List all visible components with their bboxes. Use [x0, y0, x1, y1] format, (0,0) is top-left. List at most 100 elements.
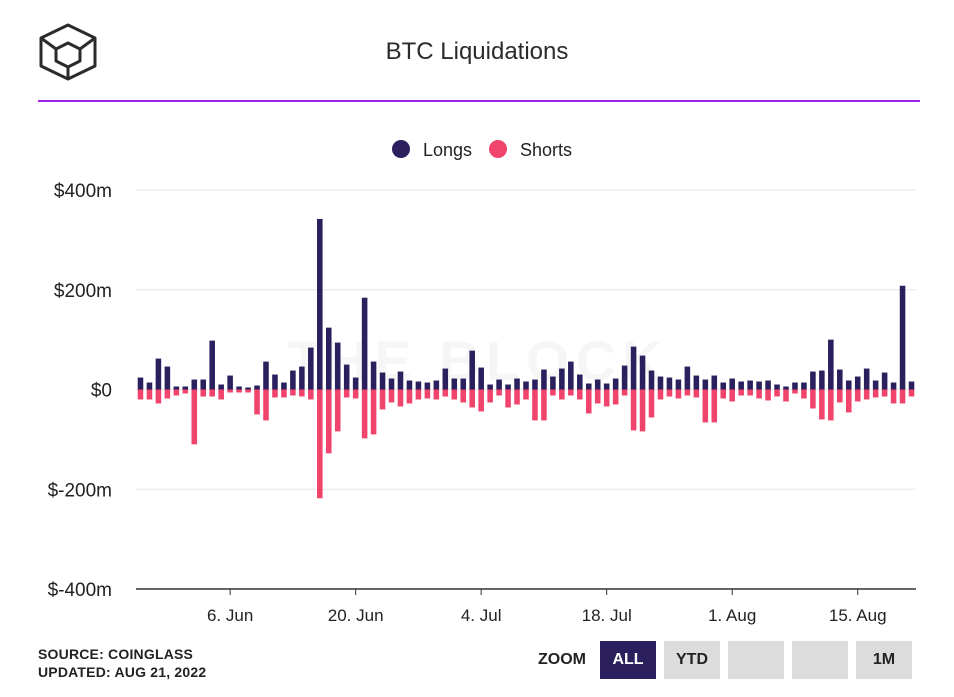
y-tick-label: $-200m [48, 480, 112, 501]
shorts-bar [783, 389, 789, 402]
longs-bar [245, 387, 251, 390]
zoom-blank-button-2[interactable] [792, 641, 848, 679]
y-tick-label: $-400m [48, 580, 112, 601]
shorts-bar [514, 389, 520, 405]
shorts-bar [541, 389, 547, 421]
zoom-blank-button-1[interactable] [728, 641, 784, 679]
longs-bar [774, 384, 780, 390]
shorts-bar [899, 389, 906, 404]
x-tick-label: 4. Jul [461, 606, 502, 625]
shorts-bar [621, 389, 628, 396]
longs-bar [352, 377, 359, 390]
longs-bar [872, 380, 879, 390]
longs-bar [612, 378, 619, 390]
shorts-bar [272, 389, 278, 398]
shorts-bar [845, 389, 852, 413]
longs-bar [451, 378, 458, 390]
longs-bar [334, 342, 341, 390]
longs-legend-marker [392, 140, 410, 158]
shorts-bar [218, 389, 224, 400]
longs-bar [837, 369, 843, 390]
longs-bar [765, 380, 771, 390]
longs-bar [890, 382, 897, 390]
x-tick-label: 6. Jun [207, 606, 253, 625]
longs-bar [666, 377, 673, 390]
shorts-bar [487, 389, 493, 403]
shorts-bar [863, 389, 870, 400]
zoom-ytd-button[interactable]: YTD [664, 641, 720, 679]
shorts-bar [245, 389, 251, 393]
shorts-bar [756, 389, 762, 399]
shorts-bar [469, 389, 475, 408]
y-tick-label: $400m [54, 181, 112, 202]
shorts-bar [711, 389, 718, 423]
shorts-bar [747, 389, 753, 396]
shorts-bar [819, 389, 825, 420]
longs-bar [819, 370, 825, 390]
longs-bar [621, 365, 628, 390]
zoom-1m-button[interactable]: 1M [856, 641, 912, 679]
zoom-all-button[interactable]: ALL [600, 641, 656, 679]
longs-bar [325, 327, 332, 390]
longs-bar [388, 378, 395, 390]
shorts-bar [379, 389, 386, 410]
shorts-bar [639, 389, 646, 432]
x-tick-label: 1. Aug [708, 606, 756, 625]
shorts-bar [317, 389, 323, 499]
longs-bar [756, 381, 762, 390]
shorts-bar [146, 389, 153, 400]
shorts-bar [155, 389, 162, 404]
shorts-bar [603, 389, 610, 407]
shorts-bar [872, 389, 879, 398]
shorts-bar [254, 389, 260, 415]
longs-bar [783, 386, 789, 390]
longs-bar [397, 371, 404, 390]
shorts-bar [388, 389, 395, 403]
longs-bar [603, 383, 610, 390]
longs-bar [594, 379, 601, 390]
longs-bar [639, 355, 646, 390]
updated-text: UPDATED: AUG 21, 2022 [38, 664, 207, 680]
longs-bar [648, 370, 655, 390]
longs-bar [299, 366, 305, 390]
longs-bar [263, 361, 269, 390]
longs-bar [523, 381, 529, 390]
longs-bar [828, 339, 834, 390]
shorts-bar [881, 389, 888, 397]
longs-bar [657, 376, 664, 390]
shorts-bar [810, 389, 816, 409]
shorts-bar [890, 389, 897, 404]
longs-bar [711, 375, 718, 390]
shorts-bar [684, 389, 691, 396]
longs-bar [290, 370, 296, 390]
shorts-bar [908, 389, 915, 397]
x-tick-label: 18. Jul [582, 606, 632, 625]
longs-bar [854, 376, 861, 390]
longs-bar [720, 382, 727, 390]
longs-bar [702, 379, 709, 390]
longs-bar [801, 382, 807, 390]
longs-bar [281, 382, 287, 390]
shorts-bar [523, 389, 529, 400]
shorts-bar [334, 389, 341, 432]
longs-bar [209, 340, 215, 390]
longs-legend-label: Longs [423, 140, 472, 160]
longs-bar [173, 386, 180, 390]
shorts-bar [308, 389, 314, 400]
shorts-bar [137, 389, 144, 400]
longs-bar [684, 366, 691, 390]
shorts-bar [630, 389, 637, 431]
shorts-bar [173, 389, 180, 396]
longs-bar [908, 381, 915, 390]
shorts-bar [325, 389, 332, 454]
shorts-bar [550, 389, 556, 396]
longs-bar [577, 374, 583, 390]
y-tick-label: $200m [54, 281, 112, 302]
longs-bar [200, 379, 207, 390]
shorts-bar [729, 389, 735, 402]
longs-bar [810, 371, 816, 390]
longs-bar [487, 384, 493, 390]
longs-bar [415, 381, 422, 390]
x-tick-label: 15. Aug [829, 606, 887, 625]
shorts-bar [227, 389, 233, 393]
